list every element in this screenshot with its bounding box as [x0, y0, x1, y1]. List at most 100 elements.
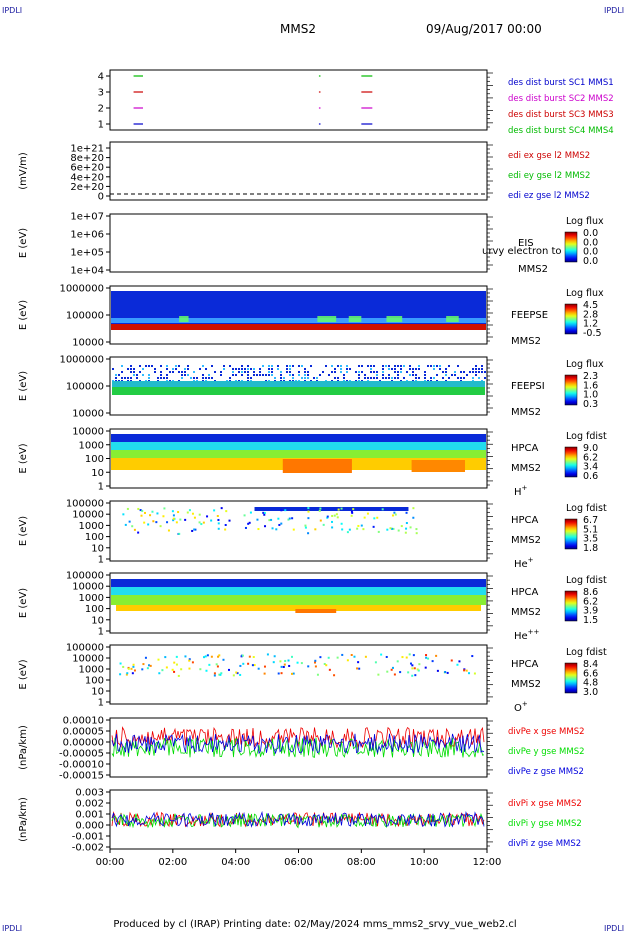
- spectrogram-pixel: [241, 374, 243, 376]
- spectrogram-band: [111, 450, 486, 458]
- y-tick-label: 1e+04: [70, 266, 104, 277]
- y-axis-label: E (eV): [18, 659, 29, 689]
- spectrogram-pixel: [198, 521, 201, 524]
- spectrogram-patch: [179, 316, 189, 322]
- spectrogram-pixel: [256, 518, 259, 521]
- instrument-label: MMS2: [518, 264, 548, 275]
- spectrogram-pixel: [161, 669, 164, 672]
- spectrogram-pixel: [121, 365, 123, 367]
- spectrogram-pixel: [460, 371, 462, 373]
- spectrogram-pixel: [290, 672, 293, 675]
- spectrogram-pixel: [280, 509, 283, 512]
- spectrogram-pixel: [136, 377, 138, 379]
- panel-frame: [109, 69, 488, 131]
- spectrogram-pixel: [394, 371, 396, 373]
- spectrogram-pixel: [194, 528, 197, 531]
- spectrogram-pixel: [340, 371, 342, 373]
- spectrogram-pixel: [433, 368, 435, 370]
- spectrogram-pixel: [160, 377, 162, 379]
- spectrogram-pixel: [481, 365, 483, 367]
- spectrogram-pixel: [213, 674, 216, 677]
- spectrogram-pixel: [232, 674, 235, 677]
- instrument-label: MMS2: [511, 463, 541, 474]
- spectrogram-pixel: [346, 371, 348, 373]
- y-tick-label: 1000: [79, 521, 104, 532]
- series-line: [111, 812, 485, 829]
- series-line: [111, 733, 485, 755]
- spectrogram-pixel: [235, 368, 237, 370]
- y-tick-label: 1e+07: [70, 212, 104, 223]
- spectrogram-band: [111, 579, 486, 587]
- spectrogram-pixel: [191, 661, 194, 664]
- spectrogram-pixel: [326, 515, 329, 518]
- spectrogram-pixel: [222, 658, 225, 661]
- spectrogram-pixel: [327, 656, 330, 659]
- spectrogram-pixel: [290, 655, 293, 658]
- spectrogram-pixel: [280, 665, 283, 668]
- spectrogram-pixel: [172, 519, 175, 522]
- colorbar-tick-label: 4.5: [583, 300, 598, 311]
- y-tick-label: 0.001: [75, 810, 104, 821]
- spectrogram-pixel: [235, 671, 238, 674]
- spectrogram-pixel: [331, 526, 334, 529]
- spectrogram-pixel: [376, 377, 378, 379]
- instrument-label: HPCA: [511, 443, 539, 454]
- spectrogram-pixel: [475, 371, 477, 373]
- y-tick-label: 6e+20: [70, 163, 104, 174]
- spectrogram-pixel: [188, 659, 191, 662]
- spectrogram-pixel: [223, 368, 225, 370]
- y-tick-label: 10000: [72, 510, 104, 521]
- hpca-he1-spectrogram: [122, 507, 418, 535]
- spectrogram-pixel: [425, 656, 428, 659]
- spectrogram-patch: [411, 460, 466, 472]
- spectrogram-pixel: [468, 672, 471, 675]
- spectrogram-pixel: [304, 368, 306, 370]
- spectrogram-pixel: [202, 365, 204, 367]
- spectrogram-pixel: [247, 371, 249, 373]
- y-tick-label: 8e+20: [70, 153, 104, 164]
- spectrogram-pixel: [478, 377, 480, 379]
- spectrogram-pixel: [307, 517, 310, 520]
- colorbar-tick-label: -0.5: [583, 328, 602, 339]
- spectrogram-pixel: [333, 514, 336, 517]
- spectrogram-pixel: [373, 371, 375, 373]
- spectrogram-pixel: [257, 528, 260, 531]
- spectrogram-pixel: [179, 518, 182, 521]
- legend-entry: divPe z gse MMS2: [508, 767, 584, 777]
- y-tick-label: 1: [98, 627, 104, 638]
- spectrogram-pixel: [148, 374, 150, 376]
- feeps-electron-spectrogram: [111, 291, 486, 330]
- panel-10: 0.000100.000050.00000-0.00005-0.00010-0.…: [18, 716, 585, 782]
- spectrogram-pixel: [248, 655, 251, 658]
- y-tick-label: 0.00000: [63, 738, 104, 749]
- colorbar-tick-label: 4.8: [583, 678, 598, 689]
- spectrogram-pixel: [173, 670, 176, 673]
- corner-label-top-left: IPDLI: [2, 6, 23, 15]
- spectrogram-pixel: [444, 670, 447, 673]
- y-tick-label: 1e+06: [70, 230, 104, 241]
- legend-entry: divPi x gse MMS2: [508, 799, 582, 809]
- spectrogram-pixel: [350, 653, 353, 656]
- spectrogram-pixel: [190, 377, 192, 379]
- hpca-o-spectrogram: [119, 653, 476, 677]
- spectrogram-pixel: [206, 515, 209, 518]
- species-label: He++: [514, 628, 540, 642]
- spectrogram-pixel: [243, 514, 246, 517]
- spectrogram-pixel: [442, 371, 444, 373]
- spectrogram-pixel: [227, 668, 230, 671]
- spectrogram-pixel: [331, 371, 333, 373]
- spectrogram-pixel: [287, 659, 290, 662]
- spectrogram-pixel: [346, 531, 349, 534]
- spectrogram-pixel: [411, 664, 414, 667]
- spectrogram-pixel: [155, 521, 158, 524]
- spectrogram-pixel: [328, 374, 330, 376]
- spectrogram-pixel: [296, 661, 299, 664]
- spectrogram-pixel: [271, 368, 273, 370]
- spectrogram-pixel: [163, 377, 165, 379]
- spectrogram-pixel: [268, 374, 270, 376]
- y-tick-label: 100: [85, 676, 104, 687]
- spectrogram-pixel: [409, 526, 412, 529]
- y-tick-label: 2e+20: [70, 182, 104, 193]
- spectrogram-pixel: [319, 656, 322, 659]
